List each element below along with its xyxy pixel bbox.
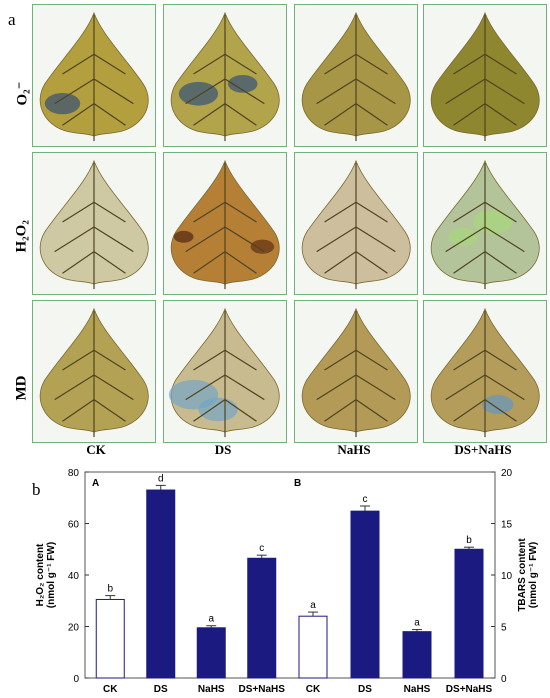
significance-letter: c <box>259 543 264 554</box>
leaf-image <box>423 300 547 443</box>
col-label-nahs: NaHS <box>337 442 371 457</box>
leaf-image <box>163 300 287 443</box>
significance-letter: b <box>466 535 472 546</box>
y-tick-label: 0 <box>501 674 507 685</box>
leaf-image <box>423 152 547 295</box>
y-tick-label: 5 <box>501 623 507 634</box>
col-label-ds: DS <box>214 442 232 457</box>
leaf-image <box>294 4 418 147</box>
leaf-image <box>294 300 418 443</box>
significance-letter: d <box>158 473 164 484</box>
x-tick-label: DS <box>358 684 372 695</box>
x-tick-label: DS+NaHS <box>239 684 286 695</box>
leaf-image <box>32 4 156 147</box>
y-tick-label: 15 <box>501 520 513 531</box>
x-tick-label: NaHS <box>404 684 431 695</box>
panel-label-B: B <box>294 478 301 489</box>
bar-B-NaHS <box>402 631 432 679</box>
bar-A-NaHS <box>196 627 226 679</box>
y-axis-unit: (nmol g⁻¹ FW) <box>528 542 539 608</box>
significance-letter: a <box>208 614 214 625</box>
panel-b-letter: b <box>32 480 41 499</box>
leaf-image <box>32 300 156 443</box>
col-label-ds-nahs: DS+NaHS <box>454 442 512 457</box>
row-label-superoxide: O₂⁻ <box>14 81 31 106</box>
leaf-image <box>32 152 156 295</box>
bar-A-CK <box>95 598 125 679</box>
y-tick-label: 60 <box>68 520 80 531</box>
row-label-h2o2: H₂O₂ <box>13 220 30 253</box>
panel-a-letter: a <box>8 10 16 29</box>
y-tick-label: 40 <box>68 571 80 582</box>
significance-letter: b <box>107 584 113 595</box>
y-tick-label: 10 <box>501 571 513 582</box>
leaf-image <box>294 152 418 295</box>
bar-A-DS <box>146 489 176 679</box>
y-tick-label: 20 <box>68 623 80 634</box>
bar-A-DS+NaHS <box>247 557 277 679</box>
bar-B-CK <box>298 615 328 679</box>
bar-B-DS+NaHS <box>454 548 484 679</box>
row-label-md: MD <box>13 375 30 401</box>
y-tick-label: 0 <box>73 674 79 685</box>
x-tick-label: CK <box>306 684 321 695</box>
significance-letter: a <box>310 600 316 611</box>
significance-letter: a <box>414 618 420 629</box>
leaf-image <box>163 152 287 295</box>
leaf-image <box>423 4 547 147</box>
y-tick-label: 80 <box>68 468 80 479</box>
col-label-ck: CK <box>86 442 106 457</box>
y-tick-label: 20 <box>501 468 513 479</box>
x-tick-label: DS+NaHS <box>446 684 493 695</box>
y-axis-title: H₂O₂ content <box>35 543 46 606</box>
leaf-image <box>163 4 287 147</box>
x-tick-label: NaHS <box>198 684 225 695</box>
y-axis-title: TBARS content <box>517 538 528 612</box>
significance-letter: c <box>363 494 368 505</box>
x-tick-label: CK <box>103 684 118 695</box>
x-tick-label: DS <box>154 684 168 695</box>
panel-label-A: A <box>92 478 99 489</box>
y-axis-unit: (nmol g⁻¹ FW) <box>46 542 57 608</box>
bar-B-DS <box>350 510 380 679</box>
